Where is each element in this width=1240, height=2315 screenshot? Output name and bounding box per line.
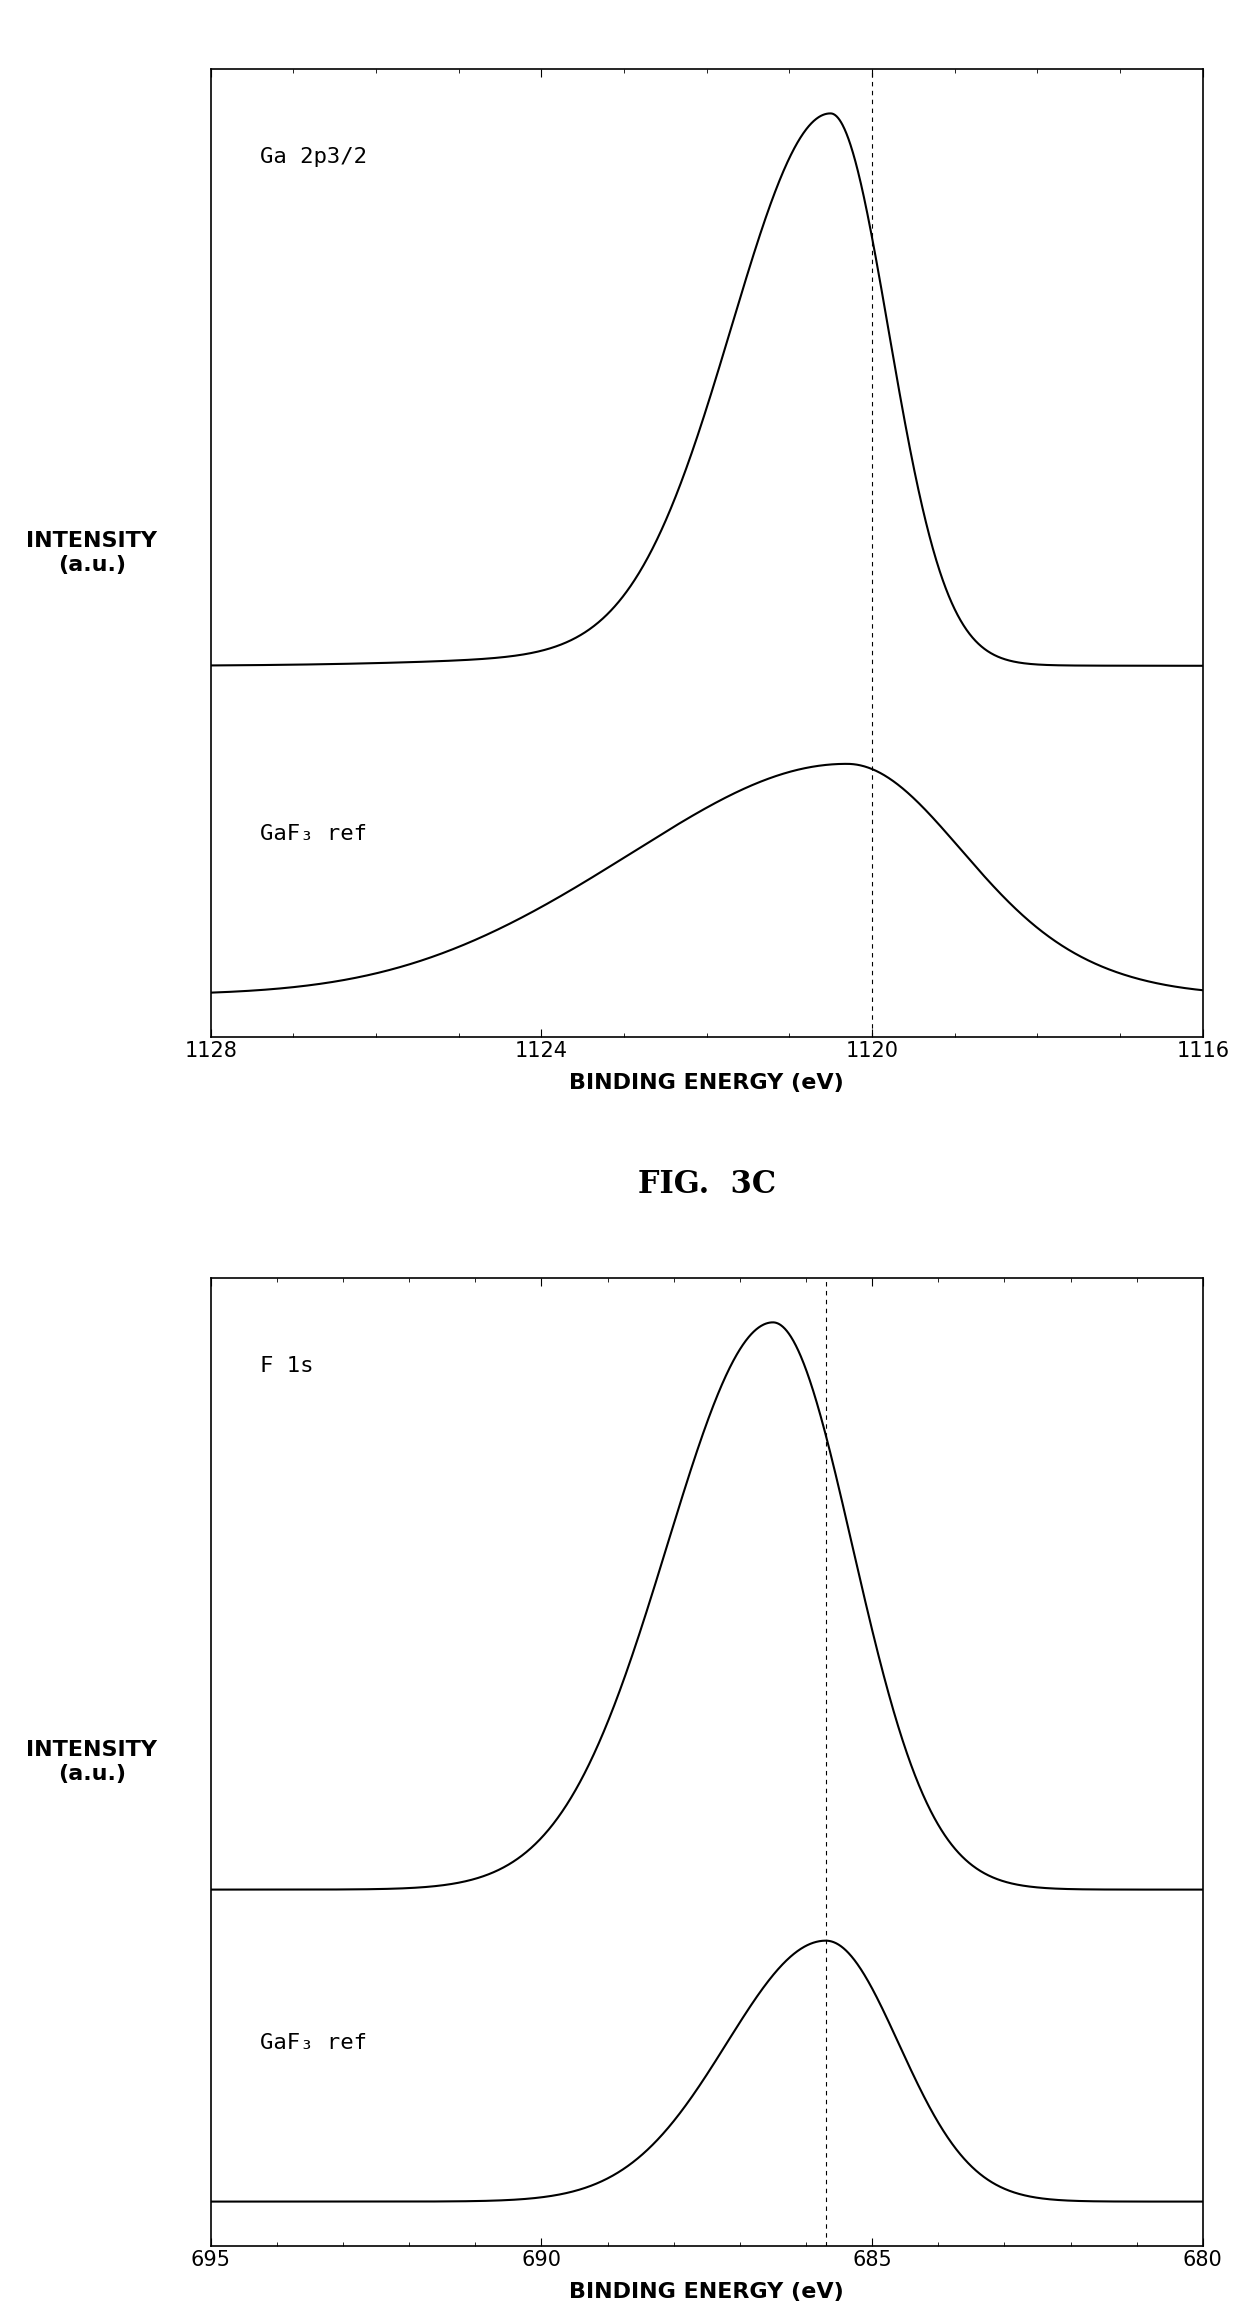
Text: Ga 2p3/2: Ga 2p3/2 bbox=[260, 146, 367, 167]
Title: FIG.  3C: FIG. 3C bbox=[637, 1169, 776, 1199]
Text: F 1s: F 1s bbox=[260, 1357, 314, 1375]
X-axis label: BINDING ENERGY (eV): BINDING ENERGY (eV) bbox=[569, 1072, 844, 1093]
Text: INTENSITY
(a.u.): INTENSITY (a.u.) bbox=[26, 1741, 157, 1783]
Text: INTENSITY
(a.u.): INTENSITY (a.u.) bbox=[26, 532, 157, 574]
Text: GaF₃ ref: GaF₃ ref bbox=[260, 824, 367, 845]
X-axis label: BINDING ENERGY (eV): BINDING ENERGY (eV) bbox=[569, 2283, 844, 2301]
Text: GaF₃ ref: GaF₃ ref bbox=[260, 2033, 367, 2053]
